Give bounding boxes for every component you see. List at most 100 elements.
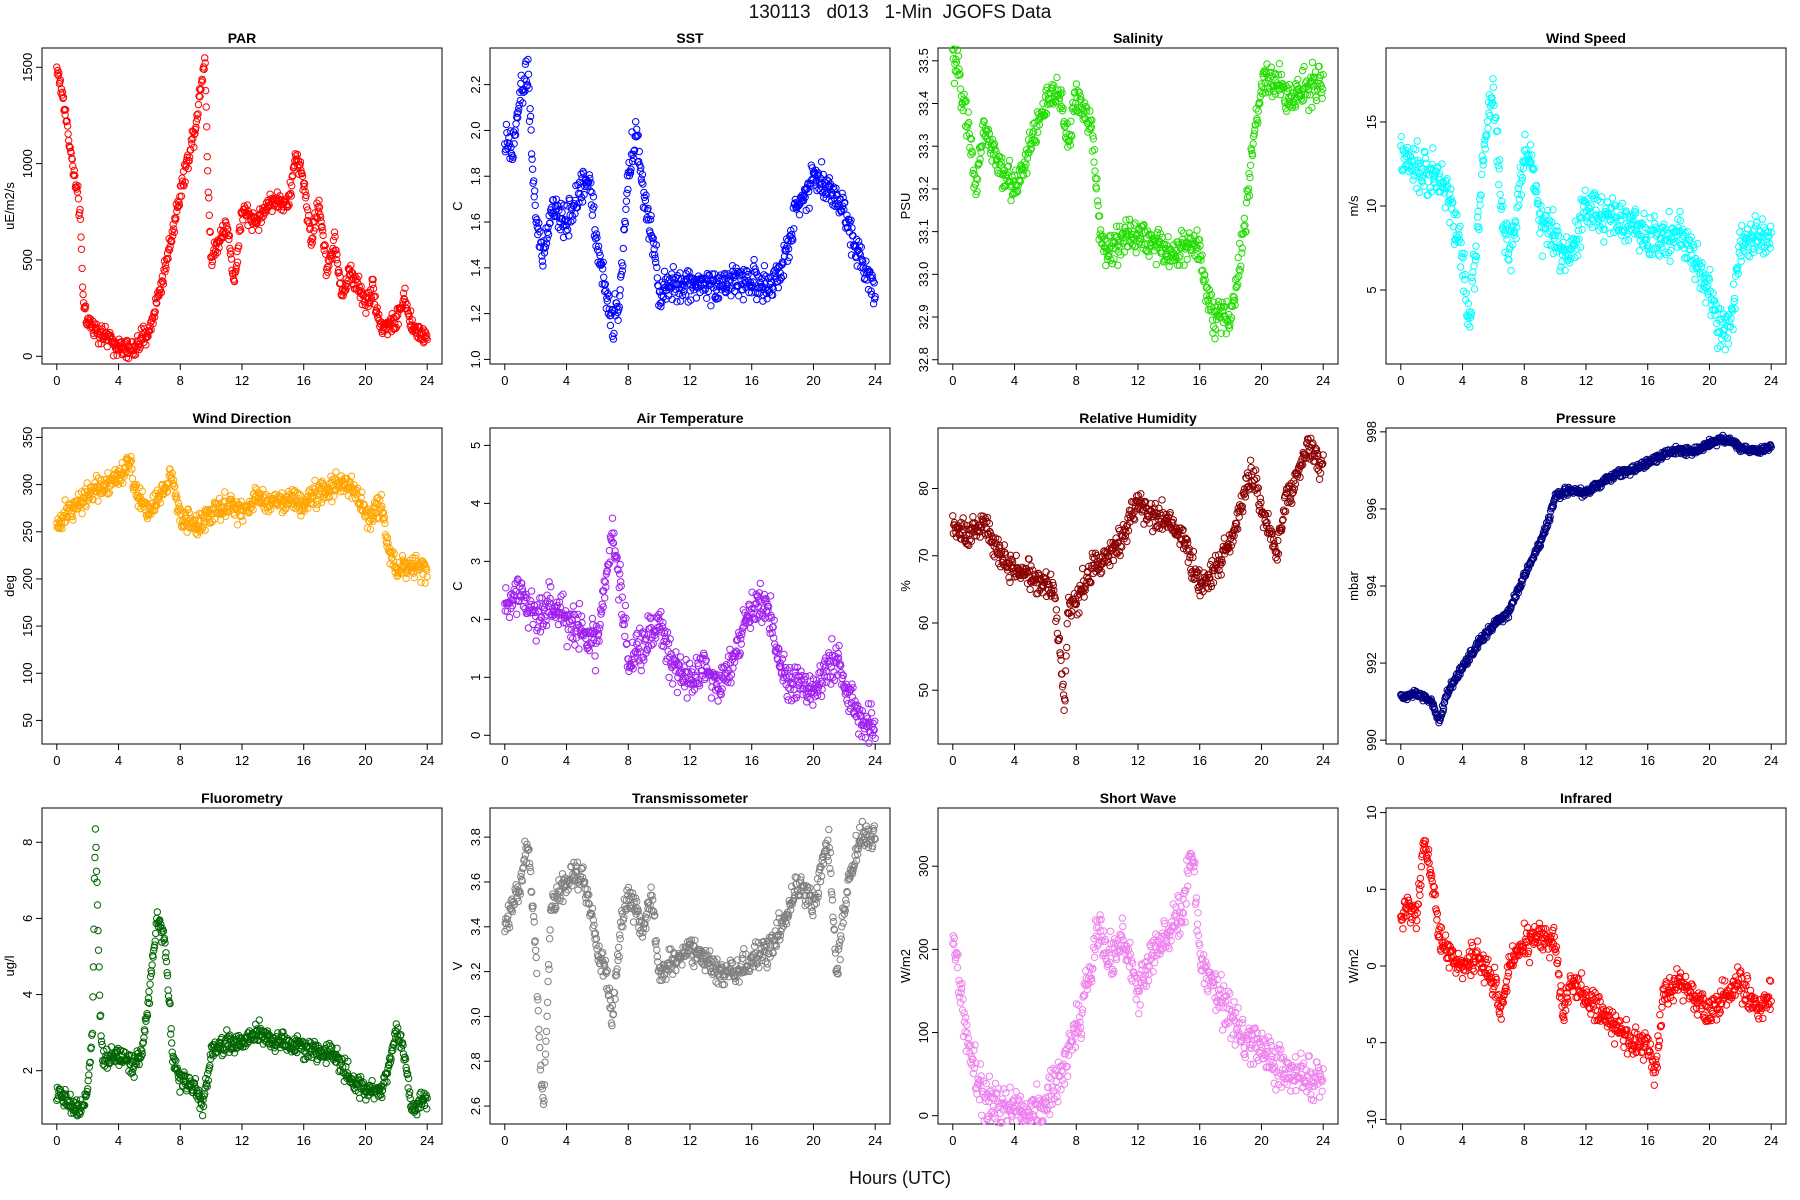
data-point: [660, 267, 669, 275]
data-point: [637, 175, 645, 183]
data-point: [309, 234, 317, 242]
data-point: [276, 192, 284, 200]
data-point: [778, 261, 786, 269]
y-axis-label: m/s: [1346, 195, 1361, 216]
data-point: [516, 88, 524, 97]
data-point: [1459, 254, 1467, 262]
y-tick-label: 60: [916, 616, 931, 630]
data-point: [843, 211, 851, 219]
data-point: [639, 180, 647, 188]
data-point: [1553, 222, 1561, 231]
data-point: [625, 158, 633, 167]
data-point: [285, 201, 293, 209]
data-point: [673, 298, 681, 306]
data-point: [369, 275, 377, 284]
y-tick-label: 5: [468, 442, 483, 449]
data-point: [653, 263, 661, 272]
data-point: [827, 680, 835, 688]
data-point: [1507, 266, 1515, 275]
data-point: [1665, 207, 1673, 216]
data-point: [771, 269, 779, 278]
y-tick-label: 2.0: [468, 121, 483, 139]
y-tick-label: 10: [1364, 199, 1379, 213]
data-series: [1397, 75, 1775, 354]
data-point: [756, 579, 764, 588]
data-point: [156, 290, 164, 298]
x-tick-label: 16: [744, 753, 758, 768]
y-tick-label: 350: [20, 427, 35, 449]
data-point: [78, 509, 86, 518]
x-tick-label: 12: [235, 373, 249, 388]
data-point: [742, 266, 751, 275]
data-point: [1131, 219, 1139, 227]
data-point: [145, 327, 154, 335]
plot-frame: [937, 427, 1339, 745]
data-point: [1538, 252, 1547, 260]
data-point: [401, 284, 409, 292]
data-point: [1751, 212, 1759, 220]
data-point: [55, 69, 63, 77]
data-point: [592, 242, 600, 250]
data-point: [576, 183, 585, 192]
data-point: [235, 227, 243, 235]
data-point: [233, 258, 242, 266]
data-point: [506, 127, 515, 135]
data-point: [316, 211, 324, 219]
data-point: [1468, 277, 1477, 285]
data-point: [1246, 161, 1255, 170]
data-point: [610, 329, 618, 338]
data-point: [817, 692, 826, 700]
data-point: [1706, 265, 1714, 274]
data-point: [560, 201, 568, 209]
data-series: [53, 452, 431, 587]
data-point: [750, 255, 758, 264]
data-point: [707, 694, 716, 702]
data-point: [1246, 173, 1254, 182]
data-point: [527, 150, 536, 158]
data-point: [652, 258, 660, 267]
data-point: [368, 280, 377, 289]
data-point: [622, 205, 630, 214]
data-point: [1132, 249, 1140, 257]
data-point: [563, 643, 571, 651]
data-point: [544, 230, 553, 239]
data-point: [142, 341, 150, 349]
data-point: [515, 101, 523, 109]
data-point: [1476, 201, 1484, 209]
data-point: [410, 574, 418, 582]
plot-frame: [41, 47, 443, 365]
data-point: [209, 249, 218, 258]
y-tick-label: 1: [468, 674, 483, 681]
data-point: [203, 123, 211, 131]
data-point: [542, 239, 551, 247]
data-point: [1495, 180, 1503, 189]
data-point: [569, 216, 577, 224]
data-point: [562, 221, 571, 230]
x-tick-label: 0: [1397, 373, 1404, 388]
data-point: [97, 322, 106, 330]
data-point: [1090, 146, 1099, 154]
data-point: [194, 100, 203, 109]
data-point: [300, 182, 308, 191]
data-point: [343, 282, 351, 291]
y-tick-label: 50: [20, 713, 35, 727]
data-point: [615, 303, 623, 311]
data-point: [1075, 609, 1083, 617]
data-point: [197, 85, 205, 94]
data-point: [515, 105, 523, 113]
data-point: [728, 272, 736, 280]
y-tick-label: 2: [468, 616, 483, 623]
y-tick-label: 0: [468, 732, 483, 739]
data-point: [1521, 130, 1529, 139]
data-point: [626, 169, 635, 177]
data-point: [722, 285, 730, 293]
data-point: [623, 189, 631, 198]
x-tick-label: 8: [1073, 753, 1080, 768]
data-point: [1072, 80, 1081, 88]
data-point: [1496, 190, 1504, 199]
data-point: [230, 277, 239, 286]
data-point: [1057, 102, 1066, 111]
data-point: [612, 299, 621, 307]
data-point: [605, 292, 613, 300]
